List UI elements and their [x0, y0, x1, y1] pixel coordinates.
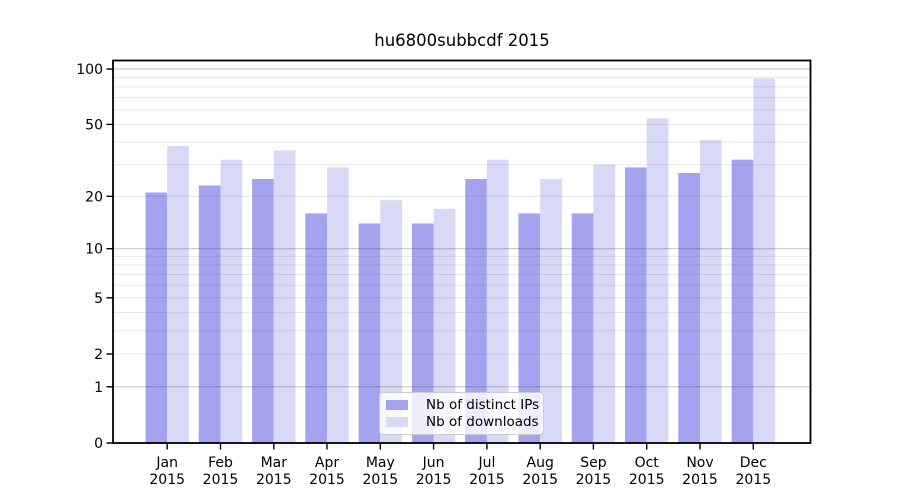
legend-item-downloads: Nb of downloads — [386, 414, 539, 430]
bar-distinct-ips-nov — [678, 173, 700, 443]
y-tick-label: 50 — [85, 117, 103, 133]
x-tick-label-month: Apr — [315, 455, 339, 471]
x-tick-label-month: Sep — [580, 455, 607, 471]
x-tick-label-month: Jun — [422, 455, 445, 471]
legend-label-downloads: Nb of downloads — [426, 413, 539, 430]
bar-downloads-oct — [646, 118, 669, 444]
x-tick-label-year: 2015 — [469, 472, 505, 488]
plot-frame — [112, 59, 812, 444]
x-tick-label-year: 2015 — [149, 472, 185, 488]
x-tick-label-year: 2015 — [309, 472, 345, 488]
bar-distinct-ips-jul — [465, 179, 487, 443]
x-tick-label-year: 2015 — [362, 472, 398, 488]
x-tick-label-year: 2015 — [522, 472, 558, 488]
bar-downloads-dec — [753, 78, 775, 444]
bar-distinct-ips-may — [358, 223, 381, 443]
y-tick-label: 1 — [94, 380, 103, 396]
x-tick-label-month: Dec — [740, 455, 767, 471]
bar-distinct-ips-mar — [252, 179, 274, 443]
bar-downloads-jul — [486, 159, 509, 443]
bar-distinct-ips-jun — [411, 223, 434, 443]
x-tick-label-month: Oct — [635, 455, 660, 471]
bar-downloads-jan — [167, 146, 189, 443]
bar-distinct-ips-jan — [145, 192, 168, 443]
bar-downloads-mar — [273, 150, 296, 443]
bar-downloads-apr — [327, 167, 349, 443]
y-tick-label: 0 — [94, 436, 103, 452]
bar-distinct-ips-sep — [571, 213, 594, 443]
x-tick-label-year: 2015 — [203, 472, 239, 488]
x-tick-label-month: Jul — [477, 455, 495, 471]
x-tick-label-month: Aug — [527, 455, 554, 471]
bar-downloads-nov — [700, 140, 722, 443]
bar-downloads-sep — [593, 164, 616, 443]
y-tick-label: 10 — [85, 242, 103, 258]
bar-downloads-aug — [540, 179, 562, 443]
x-tick-label-year: 2015 — [416, 472, 452, 488]
bar-distinct-ips-oct — [625, 167, 647, 443]
x-tick-label-month: Nov — [686, 455, 713, 471]
x-tick-label-year: 2015 — [735, 472, 771, 488]
chart-title: hu6800subbcdf 2015 — [374, 31, 550, 50]
x-tick-label-year: 2015 — [256, 472, 292, 488]
bar-downloads-may — [380, 200, 402, 443]
bar-distinct-ips-aug — [518, 213, 541, 443]
x-tick-label-year: 2015 — [576, 472, 612, 488]
bar-downloads-feb — [220, 159, 243, 443]
x-tick-label-year: 2015 — [629, 472, 665, 488]
y-tick-label: 100 — [76, 62, 103, 78]
bar-distinct-ips-feb — [198, 185, 221, 443]
legend-swatch-ips-icon — [386, 400, 408, 411]
x-tick-label-month: Feb — [208, 455, 233, 471]
bar-distinct-ips-apr — [305, 213, 327, 443]
y-tick-label: 5 — [94, 291, 103, 307]
x-tick-label-month: Mar — [261, 455, 288, 471]
x-tick-label-month: Jan — [155, 455, 178, 471]
legend-label-distinct-ips: Nb of distinct IPs — [426, 397, 540, 414]
legend-swatch-downloads-icon — [386, 416, 408, 427]
legend: Nb of distinct IPs Nb of downloads — [379, 392, 544, 435]
x-tick-label-month: May — [366, 455, 395, 471]
legend-item-distinct-ips: Nb of distinct IPs — [386, 397, 539, 413]
bar-downloads-jun — [433, 208, 456, 443]
x-tick-label-year: 2015 — [682, 472, 718, 488]
bar-distinct-ips-dec — [731, 159, 754, 443]
y-tick-label: 2 — [94, 347, 103, 363]
y-tick-label: 20 — [85, 189, 103, 205]
